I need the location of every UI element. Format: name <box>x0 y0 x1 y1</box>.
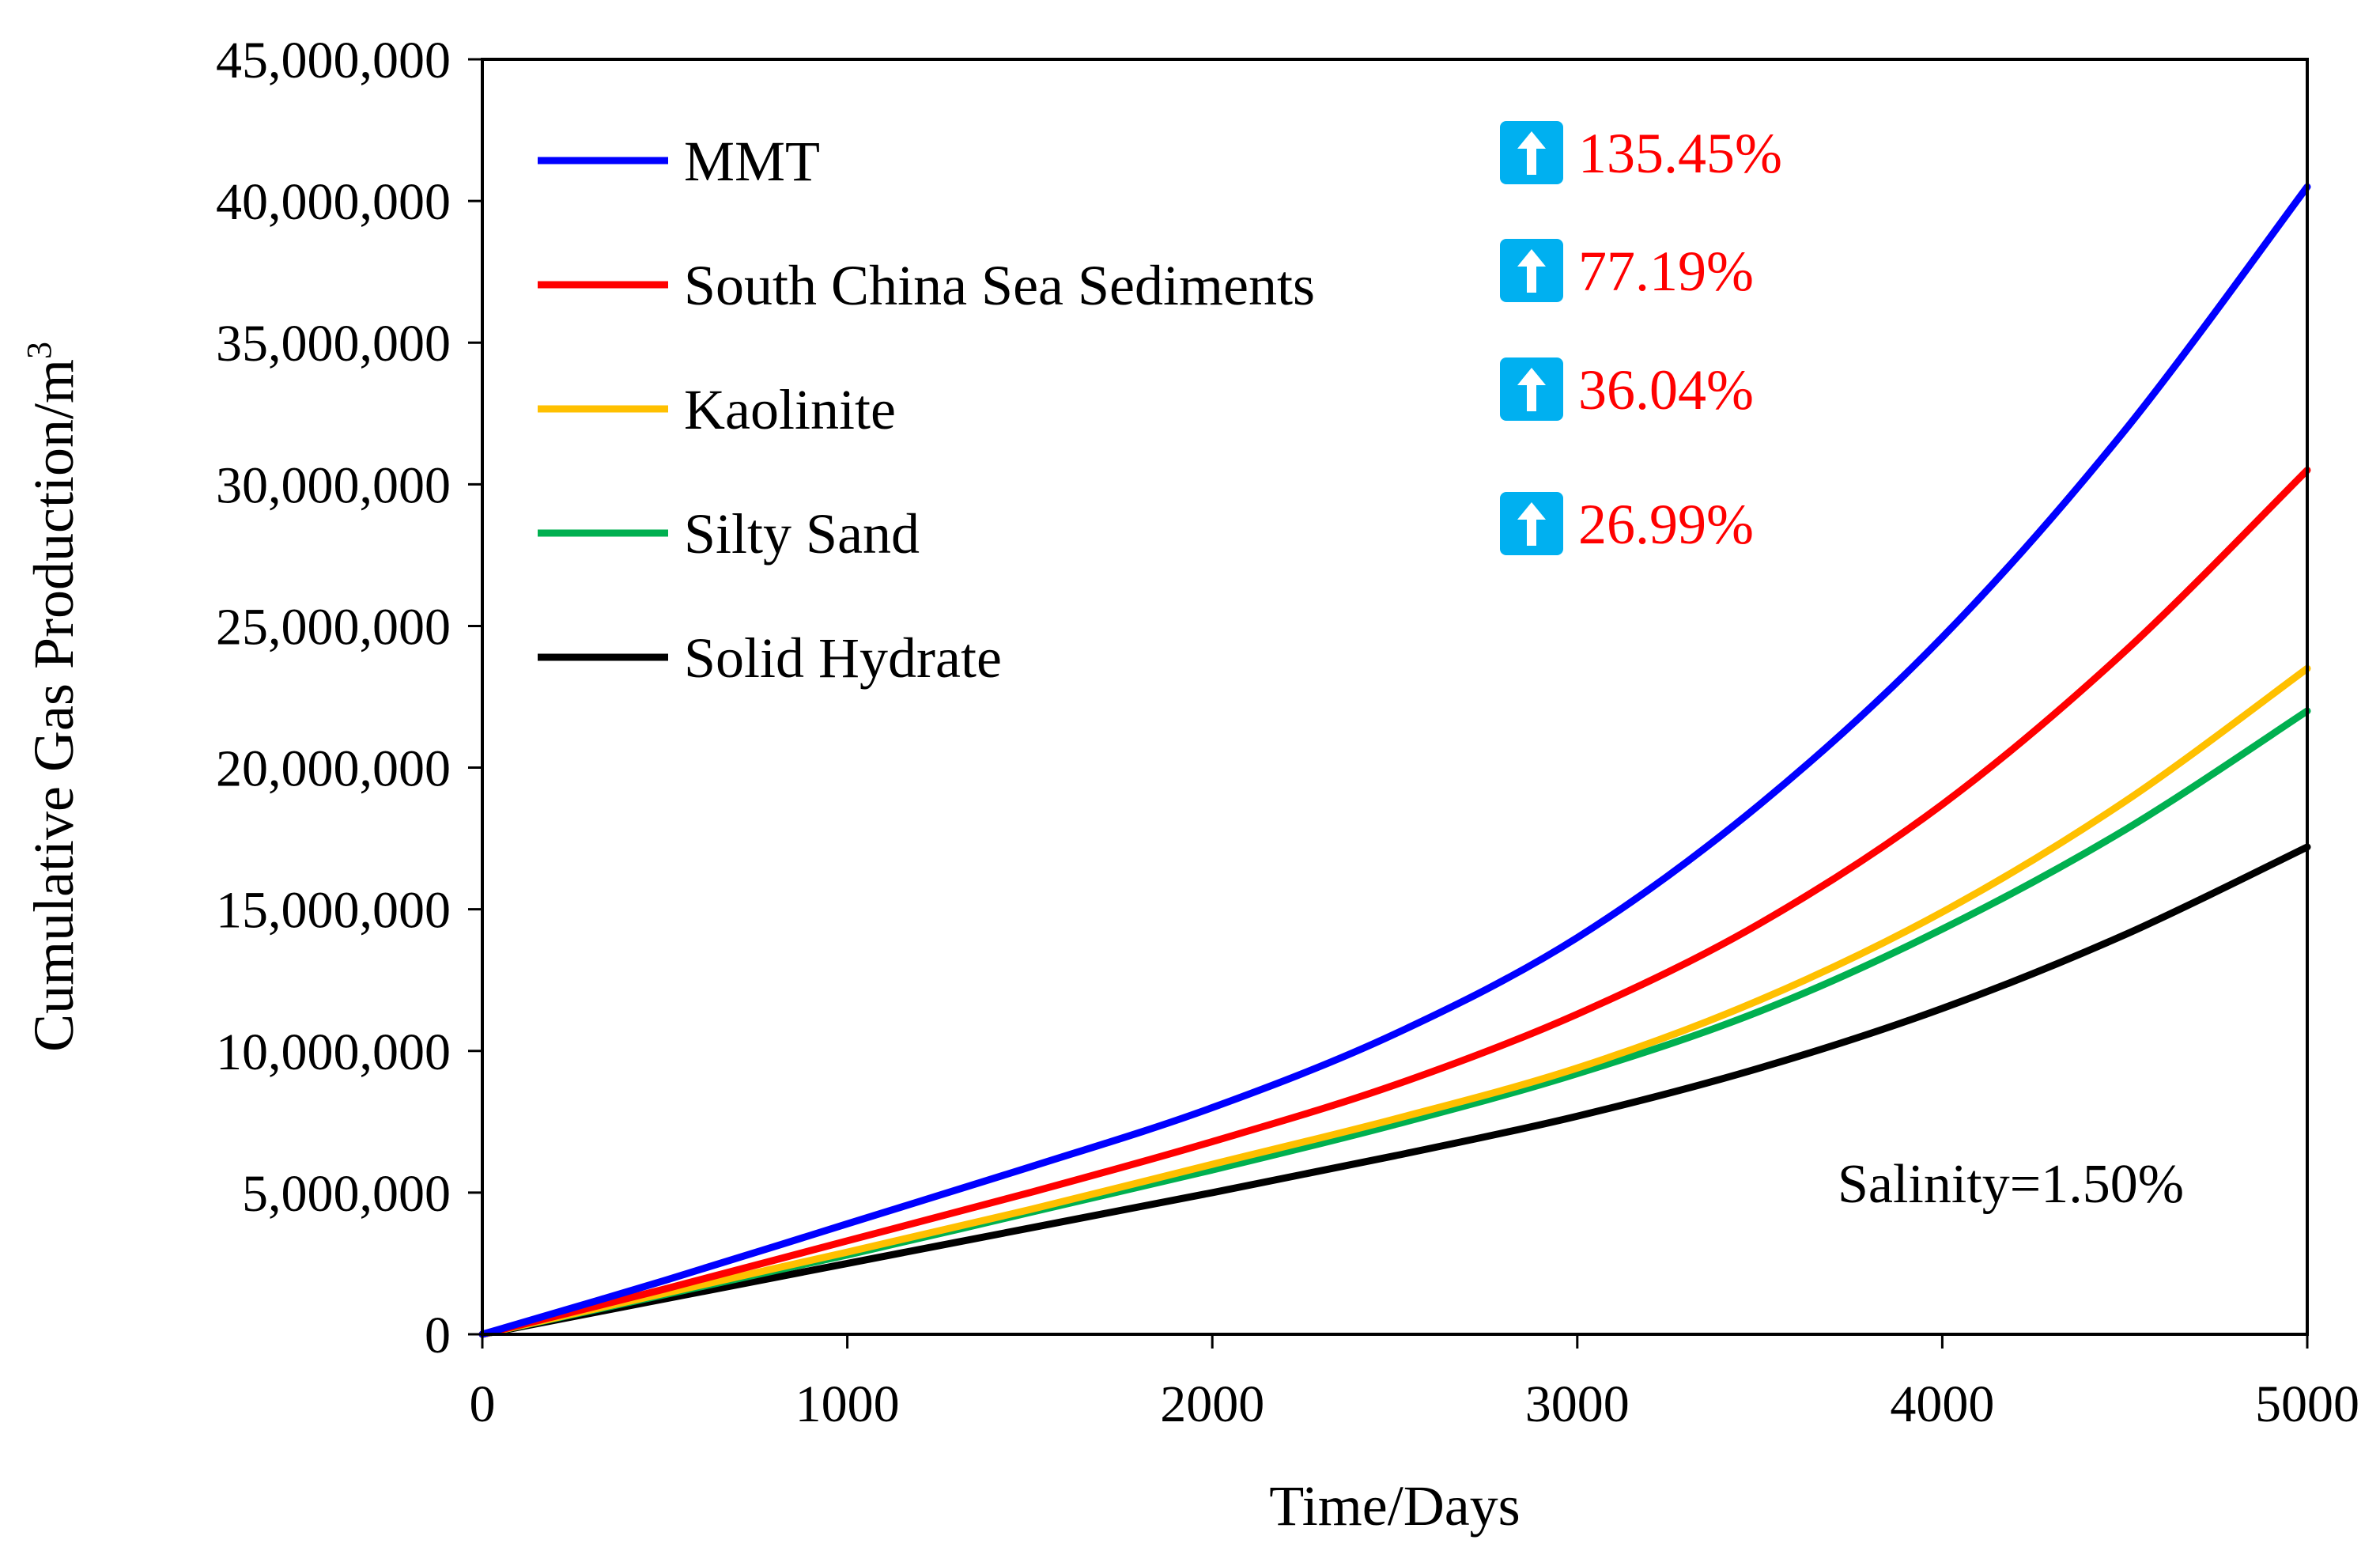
legend-item-mmt: MMT <box>538 130 820 193</box>
up-arrow-icon <box>1500 357 1563 421</box>
plot-area <box>478 58 2311 1338</box>
series-line-solid-hydrate <box>478 843 2311 1338</box>
series-line-south-china-sea-sediments <box>478 466 2311 1338</box>
up-arrow-icon <box>1500 492 1563 555</box>
y-tick-label: 35,000,000 <box>216 315 451 373</box>
x-tick-label: 0 <box>470 1375 496 1433</box>
annotation-3: 36.04% <box>1500 357 1754 422</box>
legend-label: Kaolinite <box>684 378 896 441</box>
x-tick-label: 3000 <box>1525 1375 1630 1433</box>
y-axis-title: Cumulative Gas Production/m3 <box>20 342 85 1052</box>
y-tick-label: 5,000,000 <box>242 1165 451 1223</box>
y-tick-label: 10,000,000 <box>216 1023 451 1081</box>
salinity-note: Salinity=1.50% <box>1838 1154 2184 1215</box>
annotation-4: 26.99% <box>1500 492 1754 556</box>
x-tick-label: 1000 <box>795 1375 900 1433</box>
x-tick-label: 5000 <box>2255 1375 2359 1433</box>
annotations: 135.45% 77.19% 36.04% 26.99% <box>1500 121 1782 556</box>
y-tick-label: 45,000,000 <box>216 32 451 89</box>
x-tick-label: 4000 <box>1890 1375 1994 1433</box>
annotation-value: 26.99% <box>1578 493 1754 556</box>
legend-label: South China Sea Sediments <box>684 254 1315 317</box>
annotation-value: 77.19% <box>1578 240 1754 303</box>
legend-label: MMT <box>684 130 820 193</box>
y-tick-label: 25,000,000 <box>216 598 451 656</box>
series-line-mmt <box>478 183 2311 1338</box>
series-line-silty-sand <box>478 707 2311 1338</box>
plot-frame <box>481 58 2309 1336</box>
x-axis-title: Time/Days <box>1269 1474 1520 1538</box>
y-tick-label: 30,000,000 <box>216 456 451 514</box>
legend-item-solid-hydrate: Solid Hydrate <box>538 626 1002 690</box>
up-arrow-icon <box>1500 239 1563 302</box>
y-axis-title-superscript: 3 <box>20 342 59 359</box>
legend-item-kaolinite: Kaolinite <box>538 378 896 441</box>
up-arrow-icon <box>1500 121 1563 184</box>
y-tick-label: 15,000,000 <box>216 882 451 940</box>
y-tick-label: 40,000,000 <box>216 173 451 231</box>
y-tick-label: 20,000,000 <box>216 740 451 798</box>
x-axis-ticks: 0 1000 2000 3000 4000 5000 <box>470 1334 2359 1433</box>
annotation-1: 135.45% <box>1500 121 1782 185</box>
legend-label: Solid Hydrate <box>684 626 1002 690</box>
annotation-2: 77.19% <box>1500 239 1754 303</box>
y-tick-label: 0 <box>425 1307 451 1364</box>
y-axis-title-main: Cumulative Gas Production/m <box>22 359 85 1052</box>
legend-item-south-china-sea-sediments: South China Sea Sediments <box>538 254 1315 317</box>
series-line-kaolinite <box>478 664 2311 1338</box>
legend-item-silty-sand: Silty Sand <box>538 502 920 566</box>
legend: MMT South China Sea Sediments Kaolinite Sil… <box>538 130 1315 690</box>
annotation-value: 36.04% <box>1578 358 1754 422</box>
y-axis-ticks: 0 5,000,000 10,000,000 15,000,000 20,000,000… <box>216 32 482 1364</box>
annotation-value: 135.45% <box>1578 122 1782 185</box>
legend-label: Silty Sand <box>684 502 920 566</box>
series-layer <box>478 183 2311 1338</box>
x-tick-label: 2000 <box>1160 1375 1264 1433</box>
